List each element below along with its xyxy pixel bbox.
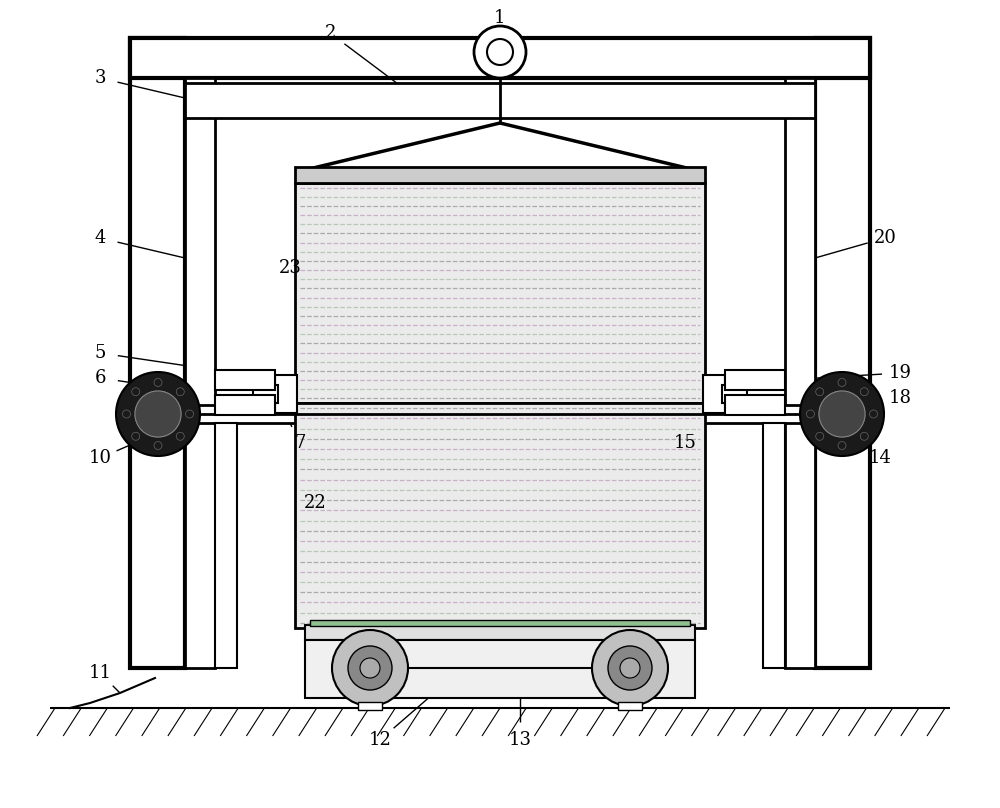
Circle shape xyxy=(592,630,668,706)
Text: 20: 20 xyxy=(874,229,896,247)
Bar xyxy=(295,167,705,183)
Text: 23: 23 xyxy=(279,259,301,277)
Circle shape xyxy=(608,646,652,690)
Circle shape xyxy=(800,372,884,456)
Bar xyxy=(358,702,382,710)
Bar xyxy=(725,370,785,390)
Circle shape xyxy=(816,388,824,396)
Circle shape xyxy=(860,388,868,396)
Circle shape xyxy=(116,372,200,456)
Bar xyxy=(215,370,275,390)
Text: 11: 11 xyxy=(88,664,112,682)
Bar xyxy=(722,385,747,403)
Bar xyxy=(130,38,870,78)
Bar xyxy=(618,702,642,710)
Text: 7: 7 xyxy=(294,434,306,452)
Circle shape xyxy=(348,646,392,690)
Bar xyxy=(215,395,275,415)
Bar xyxy=(185,83,815,118)
Bar xyxy=(295,403,705,628)
Text: 4: 4 xyxy=(94,229,106,247)
Bar xyxy=(310,620,690,626)
Bar xyxy=(703,375,725,413)
Bar xyxy=(275,375,297,413)
Bar xyxy=(130,38,185,668)
Circle shape xyxy=(332,630,408,706)
Circle shape xyxy=(838,441,846,449)
Bar xyxy=(215,423,237,668)
Circle shape xyxy=(122,410,130,418)
Circle shape xyxy=(806,410,814,418)
Text: 10: 10 xyxy=(88,449,112,467)
Circle shape xyxy=(360,658,380,678)
Text: 3: 3 xyxy=(94,69,106,87)
Circle shape xyxy=(176,388,184,396)
Text: 1: 1 xyxy=(494,9,506,27)
Circle shape xyxy=(154,378,162,386)
Bar xyxy=(305,640,695,698)
Circle shape xyxy=(870,410,878,418)
Bar xyxy=(763,423,785,668)
Circle shape xyxy=(816,432,824,440)
Circle shape xyxy=(132,388,140,396)
Text: 14: 14 xyxy=(869,449,891,467)
Bar xyxy=(725,395,785,415)
Circle shape xyxy=(819,391,865,437)
Bar xyxy=(305,625,695,640)
Text: 6: 6 xyxy=(94,369,106,387)
Text: 18: 18 xyxy=(889,389,912,407)
Text: 13: 13 xyxy=(509,731,532,749)
Circle shape xyxy=(176,432,184,440)
Text: 12: 12 xyxy=(369,731,391,749)
Text: 15: 15 xyxy=(674,434,696,452)
Circle shape xyxy=(487,39,513,65)
Bar xyxy=(295,183,705,403)
Circle shape xyxy=(132,432,140,440)
Text: 19: 19 xyxy=(889,364,912,382)
Circle shape xyxy=(838,378,846,386)
Circle shape xyxy=(474,26,526,78)
Text: 5: 5 xyxy=(94,344,106,362)
Bar xyxy=(185,78,215,668)
Circle shape xyxy=(620,658,640,678)
Circle shape xyxy=(154,441,162,449)
Bar xyxy=(785,78,815,668)
Text: 22: 22 xyxy=(304,494,326,512)
Bar xyxy=(253,385,278,403)
Circle shape xyxy=(860,432,868,440)
Circle shape xyxy=(186,410,194,418)
Circle shape xyxy=(135,391,181,437)
Bar xyxy=(185,405,815,423)
Text: 2: 2 xyxy=(324,24,336,42)
Bar xyxy=(815,38,870,668)
